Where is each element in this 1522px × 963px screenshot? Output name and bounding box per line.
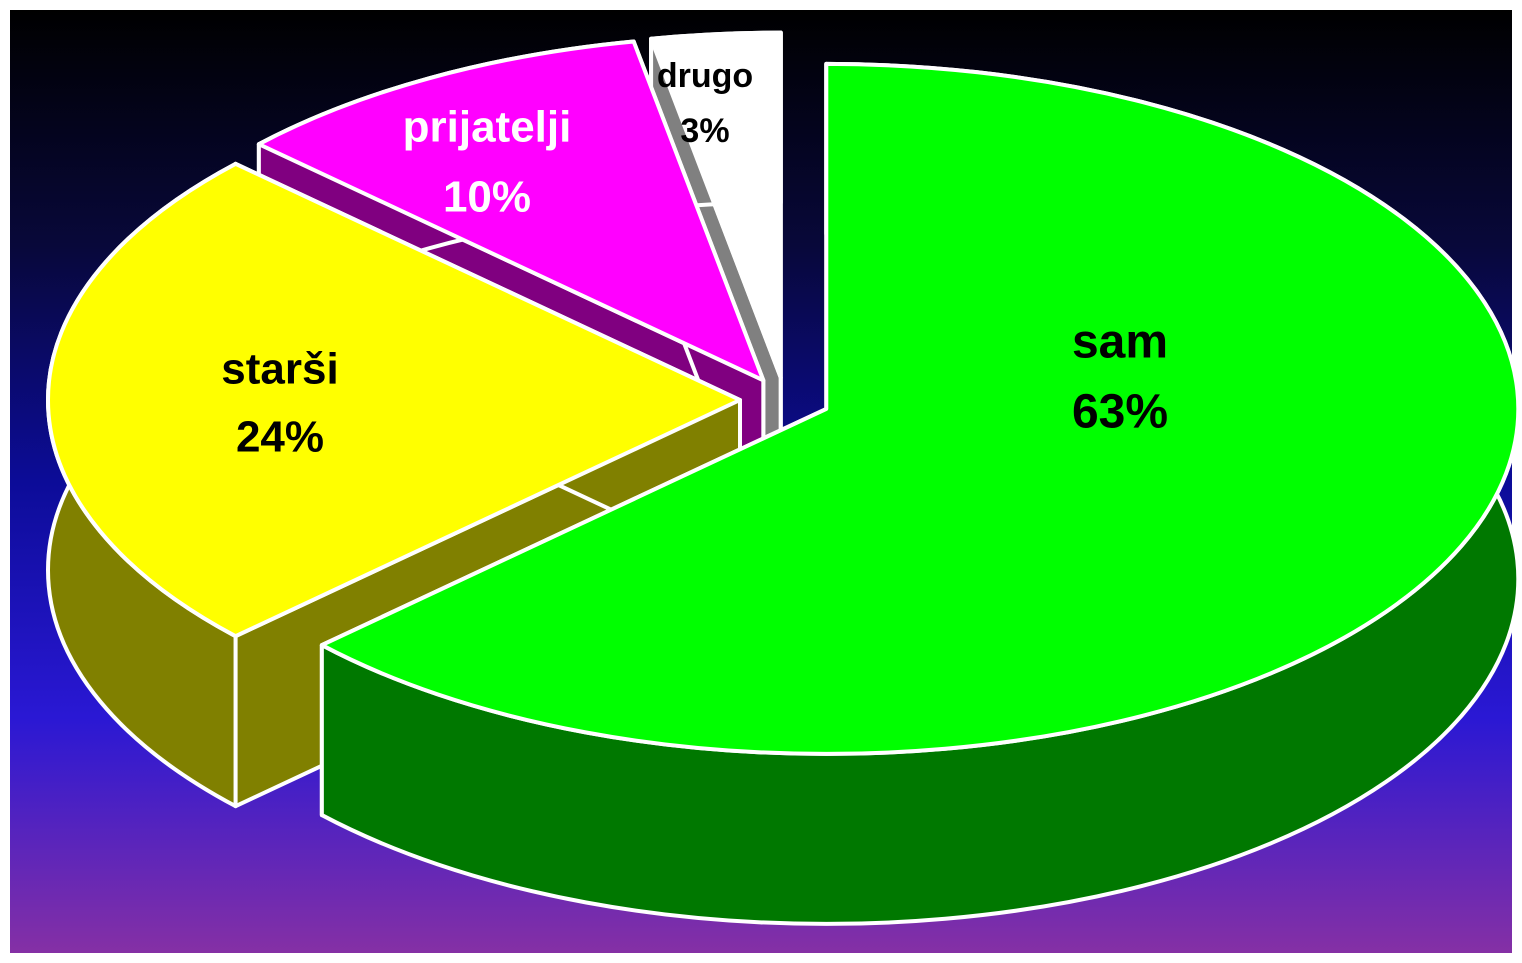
value-label: 10% bbox=[443, 173, 531, 222]
category-label: starši bbox=[221, 345, 338, 394]
pie bbox=[46, 30, 1521, 926]
value-label: 24% bbox=[236, 413, 324, 462]
category-label: drugo bbox=[657, 57, 753, 95]
value-label: 63% bbox=[1072, 386, 1168, 439]
labels: sam 63% starši 24% prijatelji 10% drugo 3% bbox=[221, 57, 1168, 462]
category-label: sam bbox=[1072, 316, 1168, 369]
slice bbox=[319, 61, 1521, 756]
slice bbox=[46, 161, 742, 639]
value-label: 3% bbox=[680, 112, 729, 150]
slice bbox=[256, 39, 766, 383]
slice bbox=[649, 30, 783, 380]
category-label: prijatelji bbox=[403, 103, 572, 152]
